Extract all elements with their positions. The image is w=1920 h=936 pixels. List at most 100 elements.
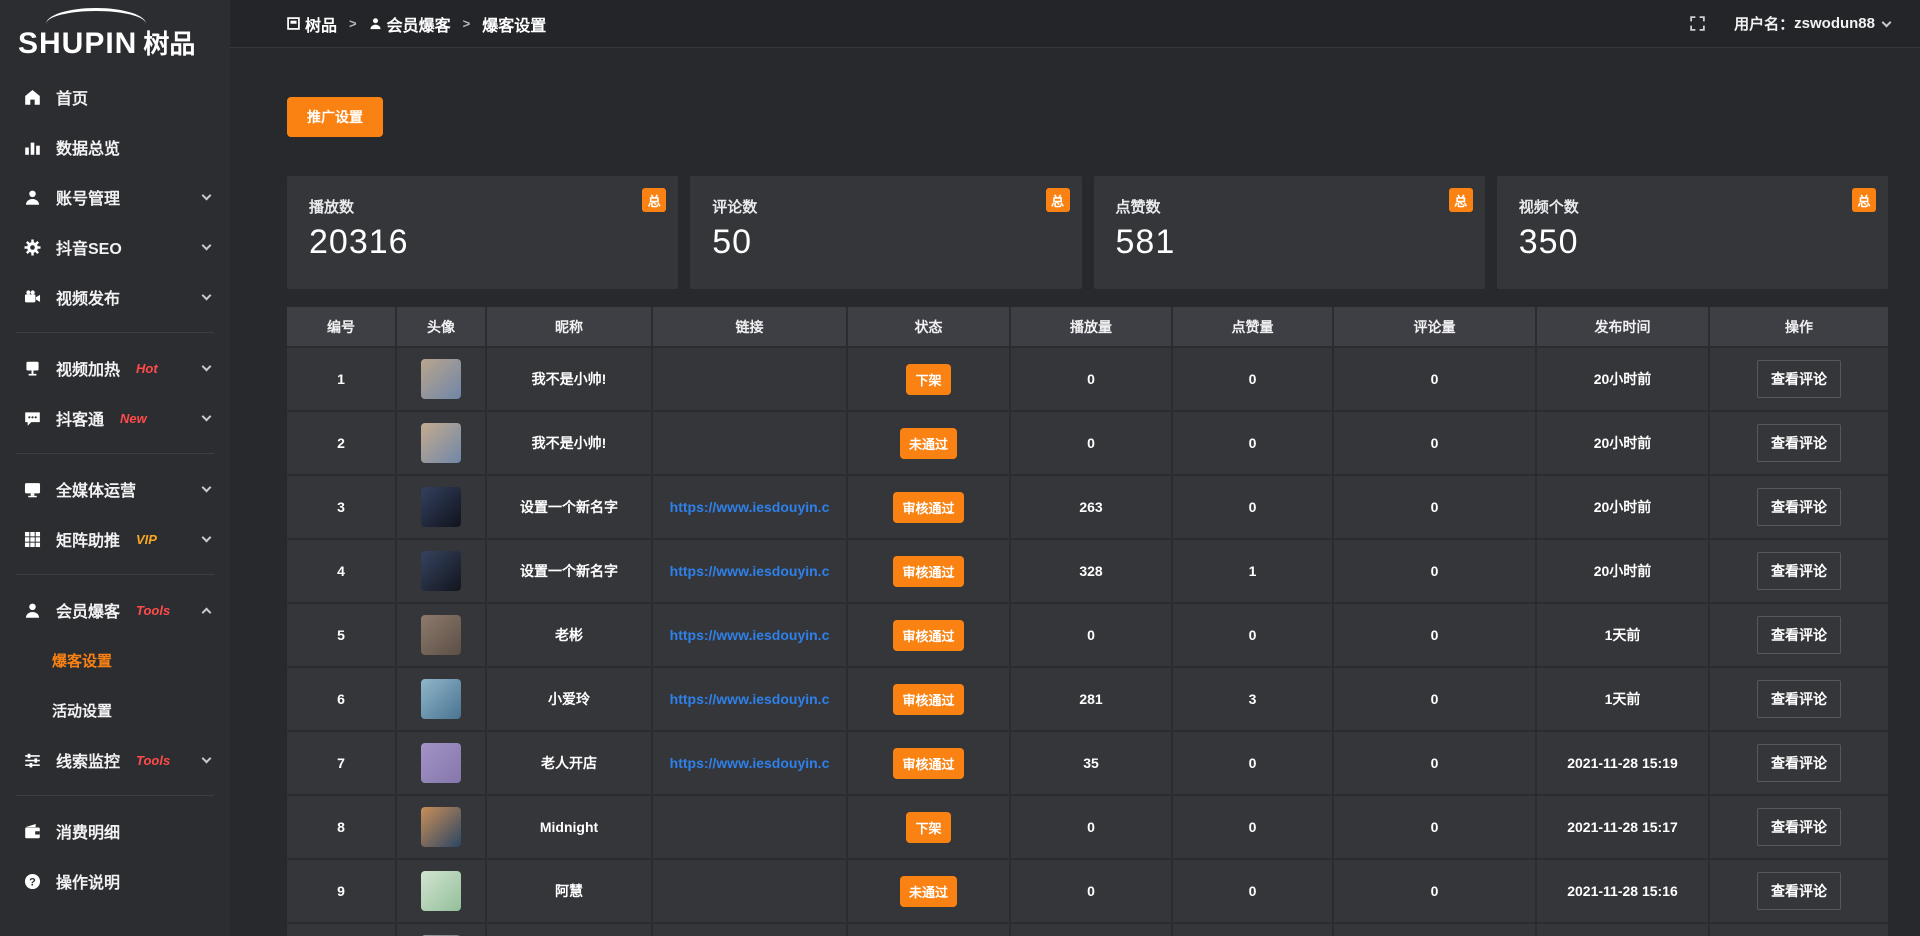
view-comments-button[interactable]: 查看评论 [1757,680,1841,718]
table-row: 5 老彬 https://www.iesdouyin.c 审核通过 0 0 0 1天前 查看评论 [287,604,1888,668]
view-comments-button[interactable]: 查看评论 [1757,744,1841,782]
view-comments-button[interactable]: 查看评论 [1757,616,1841,654]
view-comments-button[interactable]: 查看评论 [1757,808,1841,846]
table-header-row: 编号 头像 昵称 链接 状态 播放量 点赞量 评论量 发布时间 操作 [287,307,1888,348]
app-logo: SHUPIN 树品 [0,0,230,70]
sidebar-item[interactable]: 抖音SEO [0,222,230,272]
stat-card-value: 350 [1518,223,1579,261]
sidebar-subitem[interactable]: 活动设置 [52,702,113,720]
sidebar-item[interactable]: 视频发布 [0,272,230,322]
breadcrumb: 树品 > 会员爆客 > 爆客设置 [287,12,546,36]
status-badge: 审核通过 [893,747,964,779]
cell-comments: 0 [1334,476,1537,540]
logo-text-cn: 树品 [143,29,196,59]
stat-card-label: 点赞数 [1115,199,1161,216]
stat-card-label: 评论数 [712,199,758,216]
cell-link [653,860,848,924]
video-link[interactable]: https://www.iesdouyin.c [669,563,830,579]
cell-plays: 281 [1011,668,1173,732]
app-icon [287,17,300,30]
monitor-icon [24,481,41,498]
sidebar-item[interactable]: 会员爆客 Tools [0,585,230,635]
sidebar-item-label: 消费明细 [56,825,121,842]
stat-card: 视频个数 350 总 [1496,176,1888,289]
fullscreen-icon[interactable] [1689,15,1706,32]
breadcrumb-item-current: 爆客设置 [482,12,546,36]
cell-action: 查看评论 [1710,796,1888,860]
sidebar-item[interactable]: 抖客通 New [0,393,230,443]
cell-comments: 0 [1334,540,1537,604]
sidebar: SHUPIN 树品 首页 数据总览 账号管理抖音SEO 视频发布视频加热 Hot 抖客通 N… [0,0,230,936]
cell-comments: 0 [1334,668,1537,732]
avatar [421,807,461,847]
video-link[interactable]: https://www.iesdouyin.c [669,691,830,707]
avatar [421,423,461,463]
sidebar-item[interactable]: 矩阵助推 VIP [0,514,230,564]
cell-likes: 0 [1173,732,1334,796]
sidebar-item[interactable]: 账号管理 [0,172,230,222]
avatar [421,871,461,911]
chevron-down-icon [201,411,212,422]
sidebar-item-label: 抖客通 [56,412,105,429]
table-header-cell: 链接 [653,307,848,348]
sidebar-item-label: 抖音SEO [56,241,122,258]
cell-nickname: 老彬 [487,604,653,668]
view-comments-button[interactable]: 查看评论 [1757,872,1841,910]
sidebar-item-label: 矩阵助推 [56,533,121,550]
view-comments-button[interactable]: 查看评论 [1757,488,1841,526]
user-icon [369,17,382,30]
table-header-cell: 编号 [287,307,397,348]
sidebar-item[interactable]: 线索监控 Tools [0,735,230,785]
breadcrumb-item-member[interactable]: 会员爆客 [369,12,451,36]
cell-link: https://www.iesdouyin.c [653,476,848,540]
status-badge: 审核通过 [893,491,964,523]
breadcrumb-item-shupin[interactable]: 树品 [287,12,337,36]
view-comments-button[interactable]: 查看评论 [1757,360,1841,398]
cell-link [653,924,848,936]
cell-likes [1173,924,1334,936]
breadcrumb-label: 树品 [305,17,338,35]
cell-status: 审核通过 [848,732,1011,796]
view-comments-button[interactable]: 查看评论 [1757,424,1841,462]
cell-number: 2 [287,412,397,476]
breadcrumb-label: 会员爆客 [386,17,451,35]
grid-icon [24,531,41,548]
sidebar-item[interactable]: 视频加热 Hot [0,343,230,393]
chevron-down-icon [201,532,212,543]
stat-card-label: 视频个数 [1518,199,1579,216]
cell-comments: 0 [1334,604,1537,668]
sidebar-subitem[interactable]: 爆客设置 [52,652,113,670]
stat-cards: 播放数 20316 总 评论数 50 总 点赞数 581 总 视频个数 350 总 [287,176,1888,289]
chevron-up-icon [201,607,212,618]
view-comments-button[interactable]: 查看评论 [1757,552,1841,590]
cell-time: 20小时前 [1537,476,1710,540]
status-badge: 审核通过 [893,683,964,715]
cell-comments [1334,924,1537,936]
sidebar-item[interactable]: 数据总览 [0,122,230,172]
video-link[interactable]: https://www.iesdouyin.c [669,627,830,643]
sidebar-item[interactable]: 全媒体运营 [0,464,230,514]
video-link[interactable]: https://www.iesdouyin.c [669,755,830,771]
sidebar-item-tag: VIP [136,531,157,547]
cell-nickname: 阿慧 [487,860,653,924]
cell-plays: 0 [1011,796,1173,860]
cell-number: 6 [287,668,397,732]
promotion-settings-button[interactable]: 推广设置 [287,97,383,137]
sidebar-item[interactable]: 首页 [0,72,230,122]
table-header-cell: 评论量 [1334,307,1537,348]
cell-likes: 0 [1173,412,1334,476]
chevron-down-icon [201,361,212,372]
sidebar-item[interactable]: ? 操作说明 [0,856,230,906]
status-badge: 下架 [906,811,951,843]
cell-time: 1天前 [1537,668,1710,732]
video-link[interactable]: https://www.iesdouyin.c [669,499,830,515]
user-dropdown[interactable]: 用户名： zswodun88 [1734,13,1892,34]
cell-nickname: 我不是小帅! [487,412,653,476]
cell-likes: 3 [1173,668,1334,732]
total-badge: 总 [642,188,667,212]
cell-comments: 0 [1334,860,1537,924]
sidebar-item[interactable]: 消费明细 [0,806,230,856]
cell-plays: 0 [1011,348,1173,412]
cell-nickname: 我不是小帅! [487,348,653,412]
cell-comments: 0 [1334,732,1537,796]
